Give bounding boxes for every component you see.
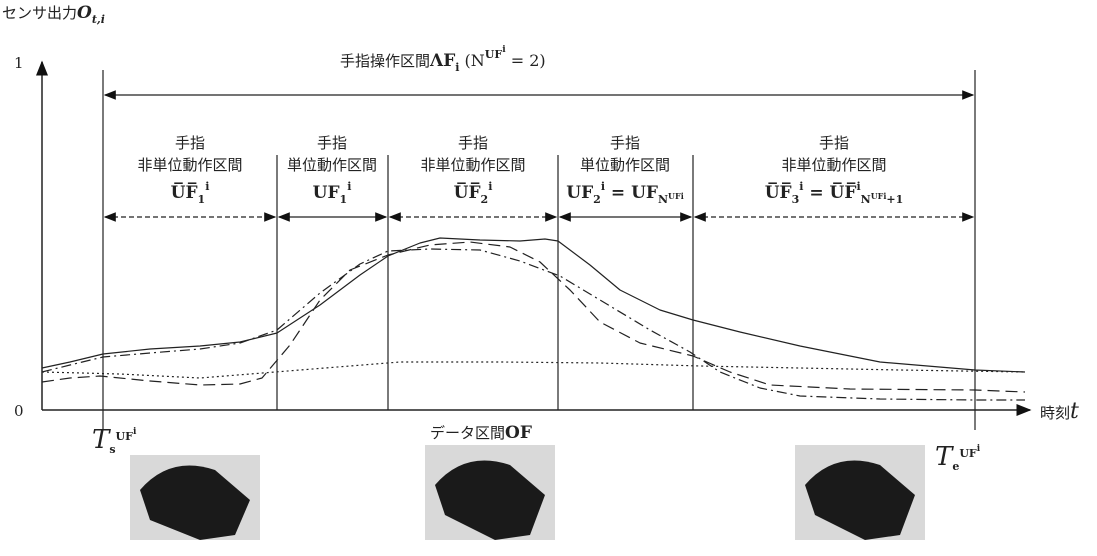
- interval-formula: U̅F̅3i = U̅F̅iNUFi+1: [765, 180, 904, 206]
- formula-part: U̅F̅: [454, 182, 481, 203]
- overall-label: 手指操作区間ΛFi (NUFi = 2): [340, 45, 546, 74]
- formula-part: i: [977, 444, 981, 454]
- formula-part: ΛF: [429, 51, 455, 71]
- interval-line2: 非単位動作区間: [420, 156, 525, 174]
- hand-images: [130, 445, 925, 540]
- formula-part: i: [205, 180, 209, 193]
- data-label-text: データ区間: [430, 424, 505, 442]
- formula-part: e: [952, 460, 959, 473]
- formula-part: = 2): [506, 51, 546, 70]
- formula-part: s: [109, 443, 115, 456]
- interval-line2: 単位動作区間: [287, 156, 377, 174]
- formula-part: U̅F̅: [171, 182, 198, 203]
- formula-part: UFi: [871, 191, 887, 201]
- formula-part: U̅F̅: [765, 182, 792, 203]
- data-label: データ区間OF: [430, 423, 532, 443]
- y-top: 1: [14, 54, 24, 72]
- overall-text: 手指操作区間: [340, 52, 430, 70]
- formula-part: T: [935, 442, 954, 472]
- curves: [42, 238, 1025, 400]
- interval-formula: U̅F̅2i: [454, 180, 493, 206]
- interval-line1: 手指: [317, 134, 347, 152]
- formula-part: N: [658, 193, 668, 206]
- y-label-text: センサ出力: [2, 4, 77, 22]
- formula-part: i: [133, 427, 137, 437]
- interval-line1: 手指: [819, 134, 849, 152]
- formula-part: (N: [459, 51, 484, 70]
- formula-part: UF: [959, 447, 977, 460]
- origin: 0: [14, 402, 24, 420]
- formula-part: 2: [593, 193, 601, 206]
- interval-line1: 手指: [458, 134, 488, 152]
- interval-line1: 手指: [610, 134, 640, 152]
- y-label: センサ出力Ot,i: [2, 3, 105, 26]
- formula-part: UF: [485, 48, 503, 61]
- x-symbol: t: [1070, 399, 1079, 424]
- formula-part: UF: [313, 183, 340, 203]
- formula-part: 2: [481, 193, 489, 206]
- formula-part: 3: [792, 193, 800, 206]
- formula-part: O: [77, 3, 92, 23]
- formula-part: T: [92, 425, 111, 455]
- formula-part: 1: [340, 193, 348, 206]
- interval-line2: 非単位動作区間: [781, 156, 886, 174]
- formula-part: +1: [886, 193, 903, 206]
- formula-part: 1: [198, 193, 206, 206]
- formula-part: N: [861, 193, 871, 206]
- data-symbol: OF: [505, 423, 532, 443]
- interval-formula: UF1i: [313, 180, 352, 206]
- formula-part: UF: [116, 430, 134, 443]
- interval-line2: 単位動作区間: [580, 156, 670, 174]
- formula-part: = U̅F̅: [803, 182, 856, 203]
- formula-part: i: [347, 180, 351, 193]
- formula-part: i: [488, 180, 492, 193]
- formula-part: t,i: [92, 13, 105, 26]
- boundaries: [103, 70, 975, 430]
- formula-part: i: [856, 180, 860, 193]
- start-marker: TsUFi: [92, 425, 137, 456]
- interval-line1: 手指: [175, 134, 205, 152]
- x-label: 時刻t: [1040, 399, 1079, 424]
- formula-part: = UF: [605, 183, 658, 203]
- diagram: センサ出力Ot,i 1 0 時刻t 手指操作区間ΛFi (NUFi = 2) デ…: [0, 0, 1097, 556]
- x-label-text: 時刻: [1040, 404, 1070, 422]
- interval-formula: U̅F̅1i: [171, 180, 210, 206]
- formula-part: UF: [566, 183, 593, 203]
- interval-line2: 非単位動作区間: [137, 156, 242, 174]
- end-marker: TeUFi: [935, 442, 981, 473]
- formula-part: UFi: [668, 191, 684, 201]
- interval-formula: UF2i = UFNUFi: [566, 180, 684, 206]
